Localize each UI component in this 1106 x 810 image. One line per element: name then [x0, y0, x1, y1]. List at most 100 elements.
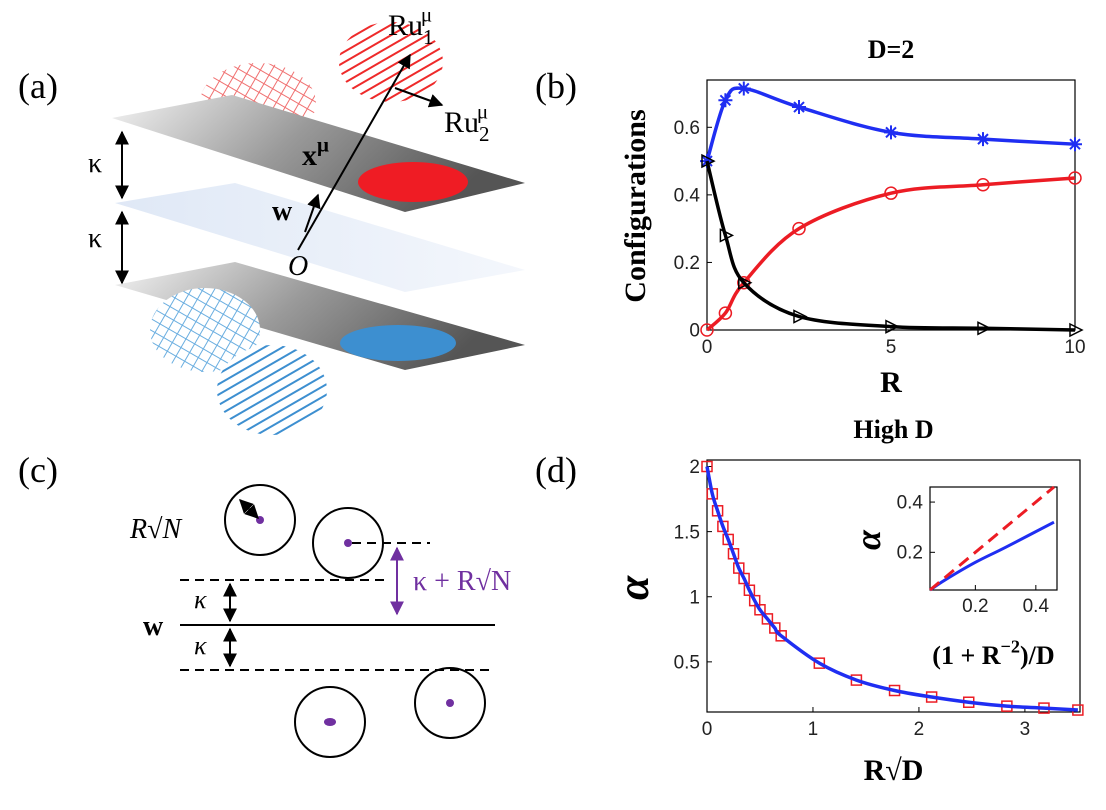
y-tick-label: 0.5 [674, 653, 700, 674]
label-part: −2 [1001, 636, 1020, 656]
region [340, 325, 456, 361]
x-axis-label: (1 + R−2)/D [932, 636, 1054, 670]
panel-label: (a) [18, 66, 58, 106]
w-label: w [143, 611, 164, 642]
y-tick-label: 0.2 [674, 253, 700, 274]
label-part: x [302, 139, 317, 172]
radius-label: R√N [129, 514, 182, 545]
panel-a: (a) κ κ w O [18, 22, 525, 435]
x-tick-label: 2 [914, 719, 925, 740]
circle [294, 686, 366, 758]
vector-label: Ru1μ [388, 3, 434, 50]
panel-label: (d) [535, 450, 577, 490]
arrow [304, 193, 321, 233]
x-tick-label: 10 [1064, 337, 1085, 358]
marker [718, 306, 733, 320]
series-line [705, 466, 1078, 712]
marker [977, 321, 992, 336]
x-tick-label: 0 [702, 337, 713, 358]
circle [414, 667, 486, 739]
panel-label: (c) [18, 450, 58, 490]
hatched-region [150, 288, 260, 372]
y-axis-label: α [848, 529, 888, 550]
arrow [297, 53, 411, 251]
label-part: Ru [444, 106, 479, 139]
vector-label: Ru2μ [444, 100, 490, 147]
y-tick-label: 0.4 [897, 492, 924, 513]
marker [738, 572, 750, 585]
marker [754, 604, 766, 616]
chart-title: High D [853, 415, 933, 444]
y-tick-label: 2 [689, 457, 700, 478]
margin-label: κ + R√N [413, 566, 511, 597]
x-tick-label: 0 [702, 719, 713, 740]
y-tick-label: 0.2 [897, 543, 923, 564]
marker [775, 630, 787, 642]
center [446, 699, 454, 707]
y-tick-label: 1.5 [674, 522, 700, 543]
marker [761, 613, 774, 625]
marker [884, 186, 898, 200]
marker [884, 125, 898, 140]
y-axis-label: Configurations [619, 109, 652, 302]
marker [885, 319, 900, 334]
center [324, 718, 336, 726]
marker [700, 323, 714, 337]
marker [976, 132, 990, 147]
marker [1069, 322, 1084, 338]
kappa-label: κ [88, 223, 102, 254]
marker [813, 657, 826, 669]
y-tick-label: 1 [689, 587, 700, 608]
y-axis-label: α [609, 575, 658, 600]
label-part: μ [421, 3, 432, 27]
series-line [705, 160, 1076, 332]
label-part: (1 + R [932, 641, 1000, 670]
x-tick-label: 5 [886, 337, 897, 358]
panel-label: (b) [535, 66, 577, 106]
arrow [239, 499, 259, 519]
center [344, 539, 352, 547]
x-tick-label: 0.2 [962, 596, 988, 617]
marker [718, 93, 733, 108]
plot-frame [706, 79, 1076, 331]
y-tick-label: 0.4 [674, 186, 701, 207]
x-tick-label: 1 [808, 719, 819, 740]
panel-c [180, 484, 495, 758]
marker [736, 81, 751, 96]
marker [738, 275, 753, 290]
vector-label: xμ [302, 133, 329, 173]
marker [793, 309, 808, 324]
kappa-label: κ [194, 631, 207, 660]
label-part: 1 [423, 25, 434, 49]
plane [115, 183, 525, 292]
marker [792, 221, 806, 236]
marker [1068, 171, 1082, 185]
marker [1068, 137, 1082, 152]
marker [792, 100, 806, 115]
marker [722, 533, 734, 546]
marker [719, 228, 735, 243]
hatched-region [217, 345, 327, 435]
y-tick-label: 0 [689, 321, 700, 342]
hatched-region [339, 22, 443, 102]
x-tick-label: 0.4 [1023, 596, 1050, 617]
series-line [705, 176, 1076, 332]
origin-label: O [288, 251, 308, 282]
x-axis-label: R√D [864, 754, 924, 787]
label-part: 2 [479, 122, 490, 146]
x-axis-label: R [880, 366, 902, 399]
kappa-label: κ [194, 585, 207, 614]
series-line [929, 485, 1055, 592]
w-label: w [272, 196, 293, 227]
arrow [394, 87, 444, 108]
label-part: μ [317, 133, 329, 157]
marker [976, 177, 990, 192]
marker [701, 153, 716, 169]
label-part: )/D [1020, 641, 1055, 670]
region [358, 162, 468, 202]
marker [700, 154, 714, 169]
label-part: μ [477, 100, 488, 124]
label-part: Ru [388, 9, 423, 42]
y-tick-label: 0.6 [674, 118, 700, 139]
